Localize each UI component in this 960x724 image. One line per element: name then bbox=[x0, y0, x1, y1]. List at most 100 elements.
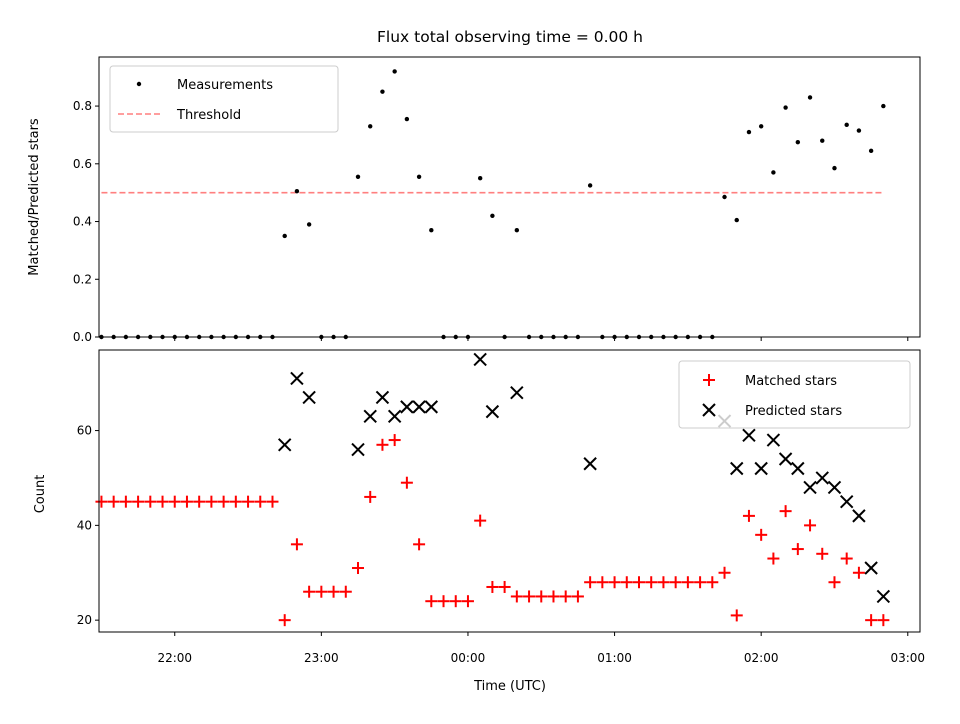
matched-star-point bbox=[706, 576, 719, 589]
matched-star-point bbox=[400, 476, 413, 489]
measurement-point bbox=[881, 103, 886, 109]
ratio-plot: 0.0 0.2 0.4 0.6 0.8 bbox=[73, 69, 909, 344]
matched-star-point bbox=[816, 547, 829, 560]
matched-star-point bbox=[865, 614, 878, 627]
predicted-star-point bbox=[473, 352, 487, 367]
predicted-star-point bbox=[424, 400, 439, 414]
x-tick-label: 03:00 bbox=[890, 651, 925, 665]
matched-star-point bbox=[413, 538, 426, 551]
matched-star-point bbox=[95, 495, 108, 508]
matched-star-point bbox=[107, 495, 120, 508]
measurement-point bbox=[783, 105, 788, 110]
matched-star-point bbox=[633, 576, 646, 589]
measurement-point bbox=[807, 95, 813, 100]
legend-label-measurements: Measurements bbox=[177, 78, 273, 93]
measurement-point bbox=[758, 124, 764, 129]
measurement-point bbox=[832, 165, 837, 171]
measurement-point bbox=[404, 116, 410, 122]
matched-star-point bbox=[180, 495, 193, 508]
predicted-star-point bbox=[803, 480, 817, 495]
measurement-point bbox=[734, 217, 739, 223]
predicted-star-point bbox=[363, 409, 377, 424]
matched-star-point bbox=[132, 495, 145, 508]
top-y-tick-label: 0.6 bbox=[73, 157, 92, 171]
legend-marker-matched bbox=[703, 374, 715, 386]
matched-star-point bbox=[278, 614, 291, 627]
matched-star-point bbox=[523, 590, 536, 603]
legend-marker-measurements bbox=[136, 81, 142, 87]
matched-star-point bbox=[437, 595, 450, 608]
matched-star-point bbox=[205, 495, 218, 508]
measurement-point bbox=[294, 189, 300, 194]
matched-star-point bbox=[315, 585, 328, 598]
matched-star-point bbox=[254, 495, 267, 508]
bottom-axes-frame bbox=[98, 349, 921, 633]
matched-star-point bbox=[620, 576, 633, 589]
measurement-point bbox=[477, 176, 483, 181]
x-tick-label: 00:00 bbox=[451, 651, 486, 665]
matched-star-point bbox=[498, 580, 511, 593]
predicted-star-point bbox=[730, 461, 744, 476]
predicted-star-point bbox=[302, 390, 316, 405]
measurement-point bbox=[722, 194, 727, 200]
matched-star-point bbox=[242, 495, 255, 508]
bottom-y-tick-label: 60 bbox=[77, 424, 92, 438]
matched-star-point bbox=[510, 590, 523, 603]
measurement-point bbox=[587, 183, 593, 188]
matched-star-point bbox=[547, 590, 560, 603]
bottom-y-axis-label: Count bbox=[33, 475, 48, 514]
top-y-axis-label: Matched/Predicted stars bbox=[27, 118, 42, 276]
predicted-star-point bbox=[791, 461, 805, 476]
matched-star-point bbox=[119, 495, 132, 508]
predicted-star-point bbox=[290, 371, 304, 386]
matched-star-point bbox=[608, 576, 621, 589]
matched-star-point bbox=[669, 576, 682, 589]
matched-star-point bbox=[596, 576, 609, 589]
predicted-star-point bbox=[742, 428, 756, 443]
top-y-tick-label: 0.8 bbox=[73, 99, 92, 113]
x-tick-label: 22:00 bbox=[157, 651, 192, 665]
bottom-y-tick-label: 20 bbox=[77, 613, 92, 627]
matched-star-point bbox=[742, 509, 755, 522]
x-tick-label: 23:00 bbox=[304, 651, 339, 665]
measurement-point bbox=[514, 227, 520, 233]
x-tick-label: 01:00 bbox=[597, 651, 632, 665]
measurement-point bbox=[355, 174, 361, 179]
measurement-point bbox=[429, 227, 434, 233]
predicted-star-point bbox=[351, 442, 365, 457]
top-y-tick-label: 0.0 bbox=[73, 330, 92, 344]
matched-star-point bbox=[156, 495, 169, 508]
matched-star-point bbox=[840, 552, 853, 565]
matched-star-point bbox=[474, 514, 487, 527]
matched-star-point bbox=[266, 495, 279, 508]
predicted-star-point bbox=[852, 509, 866, 523]
matched-star-point bbox=[376, 438, 389, 451]
top-legend: Measurements Threshold bbox=[109, 65, 339, 133]
matched-star-point bbox=[327, 585, 340, 598]
measurement-point bbox=[856, 128, 862, 133]
matched-star-point bbox=[193, 495, 206, 508]
predicted-star-point bbox=[815, 471, 829, 485]
top-axes-frame bbox=[98, 56, 921, 338]
matched-star-point bbox=[364, 490, 377, 503]
top-y-tick-label: 0.4 bbox=[73, 215, 92, 229]
measurement-point bbox=[746, 129, 752, 135]
matched-star-point bbox=[388, 434, 401, 447]
matched-star-point bbox=[730, 609, 743, 622]
matched-star-point bbox=[584, 576, 597, 589]
matched-star-point bbox=[694, 576, 707, 589]
predicted-star-point bbox=[412, 400, 426, 414]
matched-star-point bbox=[755, 528, 768, 541]
matched-star-point bbox=[229, 495, 242, 508]
measurement-point bbox=[490, 213, 495, 218]
matched-star-point bbox=[144, 495, 157, 508]
matched-star-point bbox=[828, 576, 841, 589]
predicted-star-point bbox=[387, 409, 402, 424]
matched-star-point bbox=[290, 538, 303, 551]
predicted-star-point bbox=[876, 589, 891, 604]
matched-star-point bbox=[217, 495, 230, 508]
bottom-legend: Matched stars Predicted stars bbox=[678, 360, 911, 429]
measurement-point bbox=[380, 89, 385, 94]
matched-star-point bbox=[571, 590, 584, 603]
